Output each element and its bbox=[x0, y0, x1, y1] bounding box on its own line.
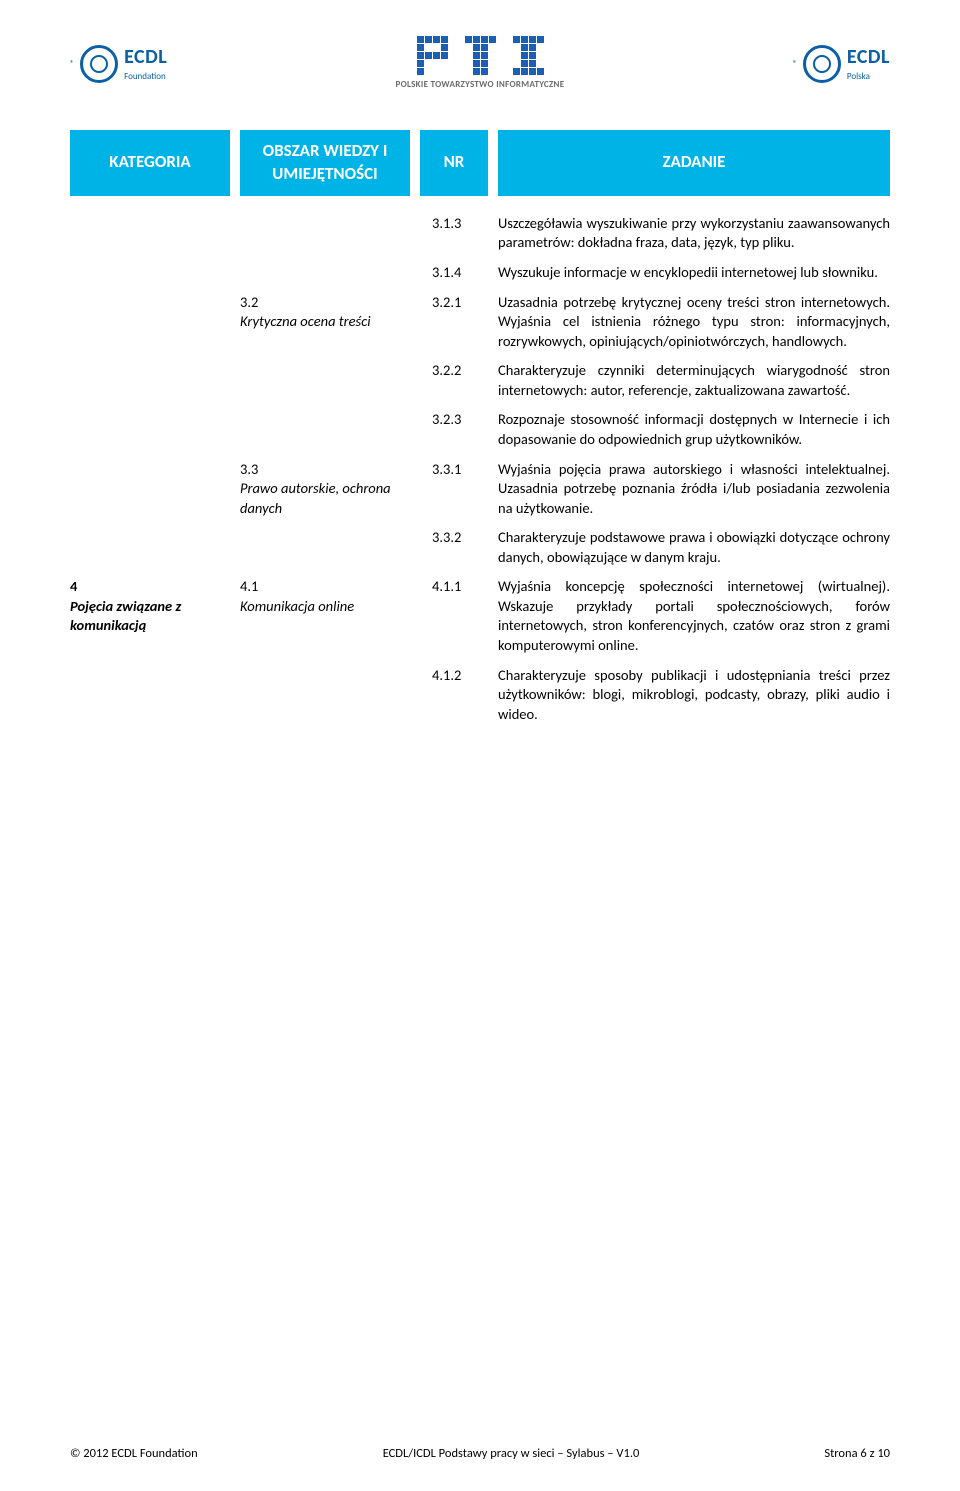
page-footer: © 2012 ECDL Foundation ECDL/ICDL Podstaw… bbox=[70, 1446, 890, 1463]
obszar-number: 3.3 bbox=[240, 460, 258, 478]
obszar-number: 3.2 bbox=[240, 293, 258, 311]
table-row: 4.1.2 Charakteryzuje sposoby publikacji … bbox=[70, 666, 890, 725]
table-row: 3.1.3 Uszczegóławia wyszukiwanie przy wy… bbox=[70, 214, 890, 253]
cell-kategoria bbox=[70, 361, 230, 400]
cell-nr: 4.1.1 bbox=[420, 577, 488, 655]
cell-nr: 3.3.2 bbox=[420, 528, 488, 567]
cell-kategoria bbox=[70, 410, 230, 449]
cell-kategoria bbox=[70, 528, 230, 567]
cell-zadanie: Wyszukuje informacje w encyklopedii inte… bbox=[498, 263, 890, 283]
table-row: 3.3 Prawo autorskie, ochrona danych 3.3.… bbox=[70, 460, 890, 519]
table-row: 3.2.2 Charakteryzuje czynniki determinuj… bbox=[70, 361, 890, 400]
cell-obszar bbox=[240, 214, 410, 253]
cell-kategoria bbox=[70, 293, 230, 352]
ecdl-left-text: ECDL bbox=[124, 45, 167, 69]
pti-logo: POLSKIE TOWARZYSTWO INFORMATYCZNE bbox=[396, 36, 565, 91]
table-row: 3.3.2 Charakteryzuje podstawowe prawa i … bbox=[70, 528, 890, 567]
cell-zadanie: Charakteryzuje podstawowe prawa i obowią… bbox=[498, 528, 890, 567]
obszar-title: Komunikacja online bbox=[240, 597, 354, 615]
header-nr: NR bbox=[420, 130, 488, 196]
pti-subtitle: POLSKIE TOWARZYSTWO INFORMATYCZNE bbox=[396, 79, 565, 91]
cell-zadanie: Uzasadnia potrzebę krytycznej oceny treś… bbox=[498, 293, 890, 352]
obszar-title: Krytyczna ocena treści bbox=[240, 312, 371, 330]
ecdl-polska-logo: ® ECDL Polska bbox=[793, 44, 890, 83]
header-kategoria: KATEGORIA bbox=[70, 130, 230, 196]
cell-zadanie: Wyjaśnia pojęcia prawa autorskiego i wła… bbox=[498, 460, 890, 519]
cell-zadanie: Charakteryzuje czynniki determinujących … bbox=[498, 361, 890, 400]
ecdl-right-text-block: ECDL Polska bbox=[847, 44, 890, 83]
ecdl-left-sub: Foundation bbox=[124, 71, 167, 83]
header-zadanie: ZADANIE bbox=[498, 130, 890, 196]
cell-zadanie: Rozpoznaje stosowność informacji dostępn… bbox=[498, 410, 890, 449]
cell-obszar bbox=[240, 528, 410, 567]
cell-kategoria: 4 Pojęcia związane z komunikacją bbox=[70, 577, 230, 655]
cell-kategoria bbox=[70, 666, 230, 725]
kategoria-number: 4 bbox=[70, 577, 77, 595]
ecdl-right-sub: Polska bbox=[847, 71, 890, 83]
registered-icon: ® bbox=[793, 59, 797, 70]
cell-obszar bbox=[240, 410, 410, 449]
ecdl-circle-icon bbox=[80, 45, 118, 83]
header-obszar: OBSZAR WIEDZY I UMIEJĘTNOŚCI bbox=[240, 130, 410, 196]
table-row: 3.2 Krytyczna ocena treści 3.2.1 Uzasadn… bbox=[70, 293, 890, 352]
cell-kategoria bbox=[70, 263, 230, 283]
cell-kategoria bbox=[70, 214, 230, 253]
cell-nr: 3.2.1 bbox=[420, 293, 488, 352]
footer-page-number: Strona 6 z 10 bbox=[824, 1446, 890, 1463]
cell-obszar: 3.2 Krytyczna ocena treści bbox=[240, 293, 410, 352]
ecdl-circle-icon bbox=[803, 45, 841, 83]
table-row: 3.1.4 Wyszukuje informacje w encyklopedi… bbox=[70, 263, 890, 283]
cell-zadanie: Uszczegóławia wyszukiwanie przy wykorzys… bbox=[498, 214, 890, 253]
footer-title: ECDL/ICDL Podstawy pracy w sieci – Sylab… bbox=[383, 1446, 640, 1463]
cell-nr: 3.2.3 bbox=[420, 410, 488, 449]
footer-copyright: © 2012 ECDL Foundation bbox=[70, 1446, 198, 1463]
table-header: KATEGORIA OBSZAR WIEDZY I UMIEJĘTNOŚCI N… bbox=[70, 130, 890, 196]
header-logos: ® ECDL Foundation POLSKIE TOWARZYSTWO IN… bbox=[70, 28, 890, 100]
cell-nr: 3.1.3 bbox=[420, 214, 488, 253]
obszar-title: Prawo autorskie, ochrona danych bbox=[240, 479, 391, 517]
cell-kategoria bbox=[70, 460, 230, 519]
ecdl-foundation-logo: ® ECDL Foundation bbox=[70, 44, 167, 83]
cell-obszar bbox=[240, 666, 410, 725]
cell-nr: 3.1.4 bbox=[420, 263, 488, 283]
cell-zadanie: Charakteryzuje sposoby publikacji i udos… bbox=[498, 666, 890, 725]
cell-obszar bbox=[240, 361, 410, 400]
pti-grid-icon bbox=[396, 36, 565, 75]
table-body: 3.1.3 Uszczegóławia wyszukiwanie przy wy… bbox=[70, 214, 890, 734]
cell-obszar bbox=[240, 263, 410, 283]
kategoria-title: Pojęcia związane z komunikacją bbox=[70, 597, 181, 635]
obszar-number: 4.1 bbox=[240, 577, 258, 595]
ecdl-right-text: ECDL bbox=[847, 45, 890, 69]
cell-nr: 3.2.2 bbox=[420, 361, 488, 400]
cell-zadanie: Wyjaśnia koncepcję społeczności internet… bbox=[498, 577, 890, 655]
document-page: ® ECDL Foundation POLSKIE TOWARZYSTWO IN… bbox=[0, 0, 960, 1491]
cell-nr: 4.1.2 bbox=[420, 666, 488, 725]
registered-icon: ® bbox=[70, 59, 74, 70]
table-row: 3.2.3 Rozpoznaje stosowność informacji d… bbox=[70, 410, 890, 449]
cell-obszar: 4.1 Komunikacja online bbox=[240, 577, 410, 655]
ecdl-left-text-block: ECDL Foundation bbox=[124, 44, 167, 83]
cell-nr: 3.3.1 bbox=[420, 460, 488, 519]
cell-obszar: 3.3 Prawo autorskie, ochrona danych bbox=[240, 460, 410, 519]
table-row: 4 Pojęcia związane z komunikacją 4.1 Kom… bbox=[70, 577, 890, 655]
